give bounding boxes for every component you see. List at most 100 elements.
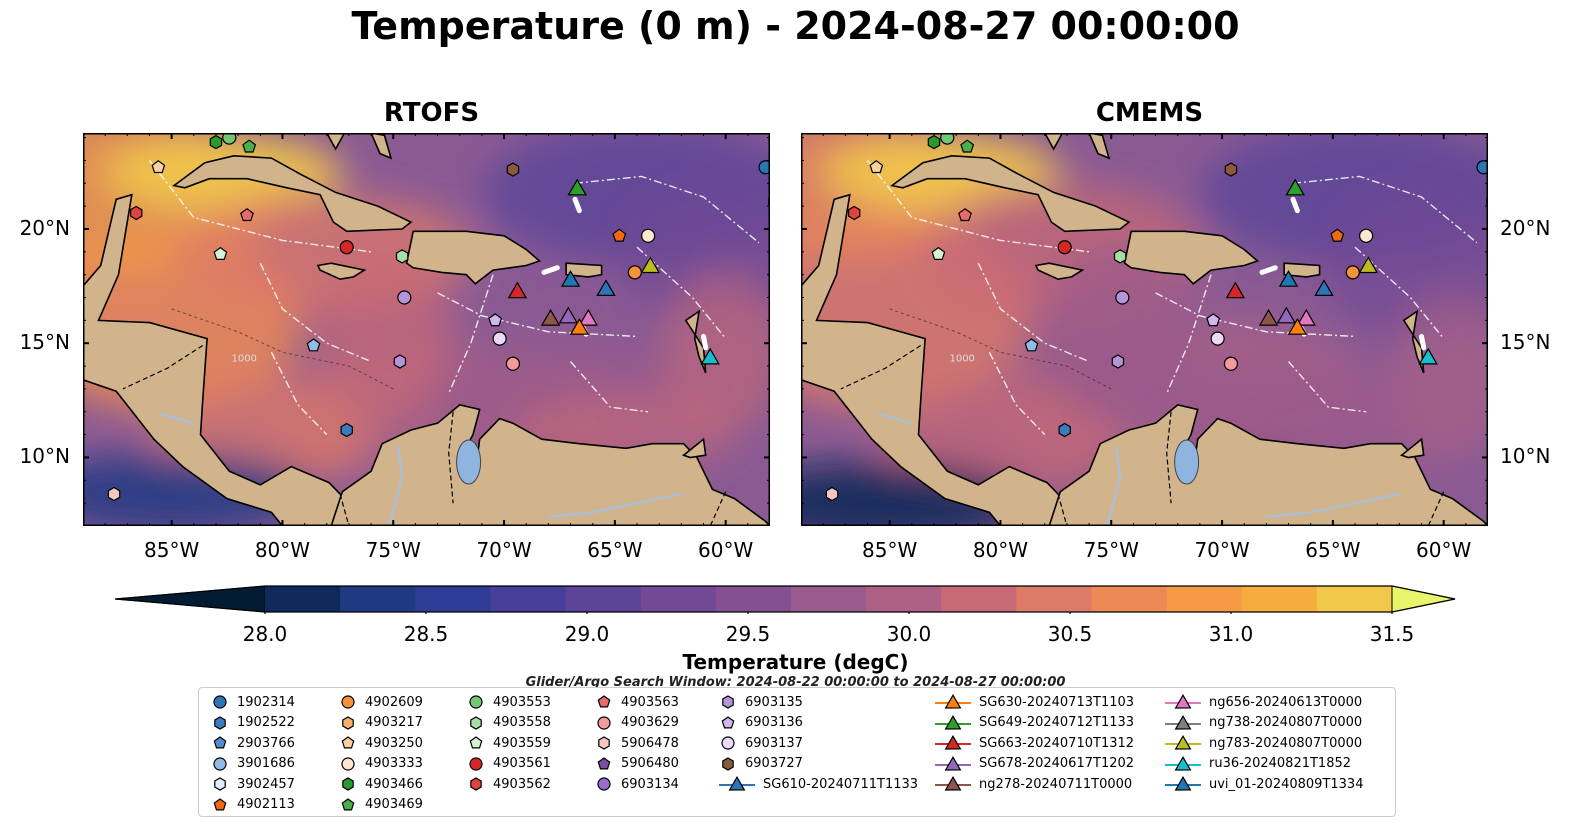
legend-label: SG663-20240710T1312 — [979, 735, 1135, 751]
colorbar-segment — [866, 586, 942, 612]
legend-column: 4903563 4903629 5906478 5906480 6903134 — [595, 692, 679, 795]
land-trinidad — [681, 437, 707, 459]
legend-item: 4903333 — [339, 754, 423, 775]
legend-label: 2903766 — [237, 735, 295, 751]
pentagon-marker-icon — [597, 757, 611, 770]
map-panel-rtofs: 1000 — [83, 133, 770, 526]
legend-item: 2903766 — [211, 733, 295, 754]
legend-column: 4903553 4903558 4903559 4903561 4903562 — [467, 692, 551, 795]
triangle-marker-icon — [1165, 776, 1201, 791]
triangle-marker-icon — [1165, 714, 1201, 730]
circle-marker-icon — [213, 695, 227, 709]
lon-tick-label: 60°W — [698, 538, 754, 562]
colorbar-segment — [715, 586, 792, 612]
lon-tick-label: 75°W — [365, 538, 421, 562]
legend-label: ru36-20240821T1852 — [1209, 756, 1352, 772]
legend-label: 4903333 — [365, 756, 423, 772]
hexagon-marker-icon — [214, 777, 226, 791]
circle-marker-icon — [341, 757, 355, 771]
lat-tick-label-right: 20°N — [1500, 215, 1551, 240]
legend-label: 4903561 — [493, 756, 551, 772]
triangle-marker-icon — [1165, 755, 1201, 771]
land-puerto-rico — [565, 262, 603, 278]
circle-marker-icon — [469, 695, 483, 709]
panel-title-cmems: CMEMS — [1095, 98, 1204, 128]
legend-item: 6903134 — [595, 774, 679, 795]
legend-item: 4903563 — [595, 692, 679, 713]
colorbar-segment — [640, 586, 717, 612]
contour-label: 1000 — [231, 353, 256, 364]
colorbar-segment — [340, 586, 416, 612]
colorbar-segment — [265, 586, 341, 612]
lon-tick-label: 85°W — [144, 538, 200, 562]
pentagon-marker-icon — [213, 736, 227, 749]
colorbar-segment — [415, 586, 491, 612]
legend-column: 6903135 6903136 6903137 6903727 SG610-202407… — [719, 692, 918, 795]
legend-item: 3902457 — [211, 774, 295, 795]
land-bahamas2 — [1088, 133, 1111, 160]
hexagon-marker-icon — [470, 716, 482, 730]
legend-item: 4902609 — [339, 692, 423, 713]
legend-label: SG678-20240617T1202 — [979, 756, 1135, 772]
lon-tick-label: 80°W — [254, 538, 311, 562]
colorbar-segment — [1091, 586, 1168, 612]
legend-label: 5906480 — [621, 756, 679, 772]
legend-label: 1902314 — [237, 694, 295, 710]
legend-item: 4903559 — [467, 733, 551, 754]
land-hispaniola — [1123, 230, 1260, 285]
land-cuba — [171, 154, 413, 233]
hexagon-marker-icon — [342, 716, 354, 730]
triangle-marker-icon — [935, 776, 971, 791]
legend-column: 4902609 4903217 4903250 4903333 4903466 49034… — [339, 692, 423, 815]
land-bahamas2 — [370, 133, 393, 160]
legend-item: SG610-20240711T1133 — [719, 774, 918, 795]
lat-tick-label-right: 15°N — [1500, 330, 1551, 355]
legend-item: 4903466 — [339, 774, 423, 795]
legend-item: 5906478 — [595, 733, 679, 754]
colorbar-tick-label: 29.5 — [725, 622, 771, 646]
land-puerto-rico — [1283, 262, 1321, 278]
legend-label: uvi_01-20240809T1334 — [1209, 776, 1364, 792]
colorbar-label: Temperature (degC) — [682, 650, 909, 674]
colorbar-tick-label: 31.0 — [1208, 622, 1254, 646]
circle-marker-icon — [469, 757, 483, 771]
contour-label: 1000 — [949, 353, 974, 364]
circle-marker-icon — [721, 736, 735, 750]
pentagon-marker-icon — [469, 736, 483, 749]
land-hispaniola — [405, 230, 542, 285]
triangle-marker-icon — [1165, 694, 1201, 709]
legend-label: ng278-20240711T0000 — [979, 776, 1133, 792]
pentagon-marker-icon — [341, 736, 355, 749]
legend-label: 4903469 — [365, 797, 423, 813]
lon-tick-label: 75°W — [1083, 538, 1139, 562]
pentagon-marker-icon — [721, 716, 735, 729]
land-south-america — [1048, 404, 1488, 526]
lon-tick-label: 60°W — [1416, 538, 1472, 562]
lon-tick-label: 70°W — [476, 538, 532, 562]
legend-item: 5906480 — [595, 754, 679, 775]
land-central-america — [801, 193, 1068, 526]
legend-label: 4903250 — [365, 735, 423, 751]
colorbar-tick-label: 30.0 — [886, 622, 932, 646]
legend-column: ng656-20240613T0000 ng738-20240807T0000 ng… — [1165, 692, 1363, 795]
legend-label: 4903558 — [493, 715, 551, 731]
colorbar-segment — [565, 586, 642, 612]
colorbar-segment — [1316, 586, 1393, 612]
colorbar — [114, 585, 1456, 614]
legend-label: 5906478 — [621, 735, 679, 751]
legend-item: SG678-20240617T1202 — [935, 754, 1134, 775]
colorbar-segment — [790, 586, 867, 612]
legend-label: SG630-20240713T1103 — [979, 694, 1135, 710]
legend-label: 4903559 — [493, 735, 551, 751]
lon-tick-label: 70°W — [1194, 538, 1250, 562]
colorbar-segment — [1166, 586, 1243, 612]
triangle-marker-icon — [719, 776, 755, 791]
colorbar-segment — [941, 586, 1017, 612]
land-trinidad — [1399, 437, 1425, 459]
lon-tick-label: 80°W — [972, 538, 1029, 562]
colorbar-extend-low — [114, 585, 266, 613]
legend-item: 6903136 — [719, 713, 918, 734]
legend-item: SG649-20240712T1133 — [935, 713, 1134, 734]
hexagon-marker-icon — [722, 757, 734, 771]
legend-label: 6903134 — [621, 776, 679, 792]
